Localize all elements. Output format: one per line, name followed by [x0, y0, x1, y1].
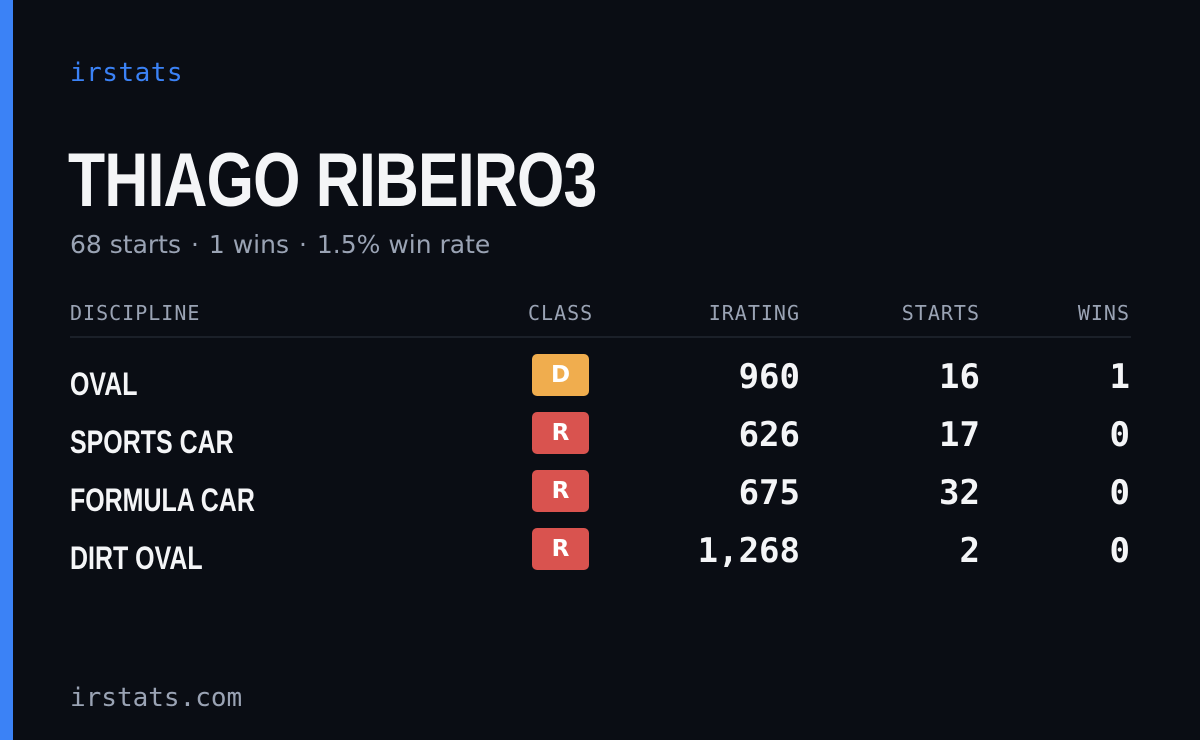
- footer-domain: irstats.com: [70, 683, 243, 713]
- license-class-badge: R: [532, 412, 589, 454]
- header-divider: [70, 336, 1131, 338]
- column-header-discipline: DISCIPLINE: [70, 301, 201, 325]
- table-row: DIRT OVAL R 1,268 2 0: [0, 528, 1200, 586]
- column-header-wins: WINS: [1077, 301, 1130, 325]
- starts-value: 32: [939, 473, 980, 513]
- table-row: OVAL D 960 16 1: [0, 354, 1200, 412]
- irating-value: 1,268: [697, 531, 800, 571]
- irating-value: 626: [738, 415, 800, 455]
- irating-value: 960: [738, 357, 800, 397]
- wins-value: 0: [1109, 473, 1130, 513]
- brand-logo: irstats: [70, 58, 184, 88]
- discipline-name: FORMULA CAR: [70, 482, 255, 518]
- win-rate-summary: 1.5% win rate: [316, 230, 491, 259]
- license-class-badge: D: [532, 354, 589, 396]
- irating-value: 675: [738, 473, 800, 513]
- page-title: THIAGO RIBEIRO3: [68, 138, 597, 223]
- discipline-name: SPORTS CAR: [70, 424, 234, 460]
- player-summary: 68 starts · 1 wins · 1.5% win rate: [70, 228, 490, 262]
- license-class-badge: R: [532, 470, 589, 512]
- column-header-irating: IRATING: [708, 301, 800, 325]
- wins-value: 1: [1109, 357, 1130, 397]
- discipline-name: OVAL: [70, 366, 138, 402]
- column-header-starts: STARTS: [901, 301, 980, 325]
- column-header-class: CLASS: [528, 301, 594, 325]
- wins-summary: 1 wins: [208, 230, 289, 259]
- license-class-badge: R: [532, 528, 589, 570]
- wins-value: 0: [1109, 531, 1130, 571]
- table-row: SPORTS CAR R 626 17 0: [0, 412, 1200, 470]
- discipline-name: DIRT OVAL: [70, 540, 203, 576]
- starts-value: 17: [939, 415, 980, 455]
- table-row: FORMULA CAR R 675 32 0: [0, 470, 1200, 528]
- summary-separator: ·: [190, 230, 199, 259]
- starts-value: 2: [959, 531, 980, 571]
- starts-summary: 68 starts: [70, 230, 182, 259]
- starts-value: 16: [939, 357, 980, 397]
- summary-separator: ·: [298, 230, 307, 259]
- wins-value: 0: [1109, 415, 1130, 455]
- accent-bar: [0, 0, 13, 740]
